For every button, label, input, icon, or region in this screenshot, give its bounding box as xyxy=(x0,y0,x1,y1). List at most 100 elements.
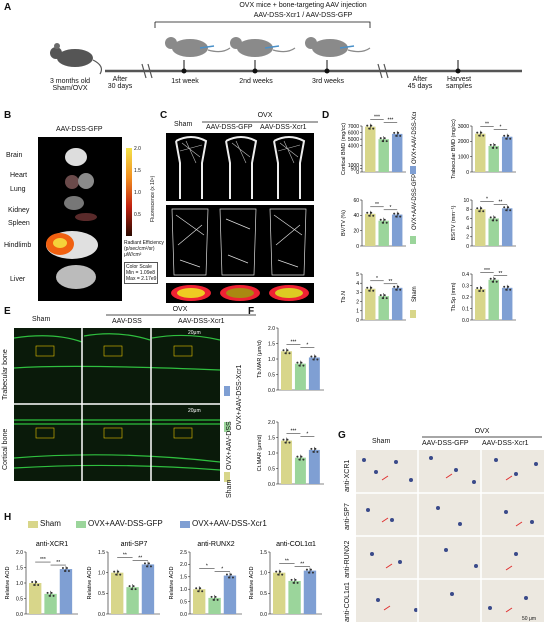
panel-d-legend: Sham OVX+AAV-DSS-GFP OVX+AAV-DSS-Xcr1 xyxy=(410,112,418,318)
sig-label: * xyxy=(206,564,208,570)
data-point xyxy=(366,211,369,214)
data-point xyxy=(65,567,68,570)
y-tick-label: 0.5 xyxy=(180,599,187,605)
data-point xyxy=(67,570,70,573)
data-point xyxy=(366,124,369,127)
data-point xyxy=(383,137,386,140)
data-point xyxy=(372,214,375,217)
y-axis-label: BV/TV (%) xyxy=(341,210,347,236)
panel-g-col-gfp: AAV-DSS-GFP xyxy=(422,440,469,447)
data-point xyxy=(132,585,135,588)
data-point xyxy=(491,146,494,149)
panel-c-col-xcr1: AAV-DSS-Xcr1 xyxy=(260,124,307,131)
data-point xyxy=(507,134,510,137)
bar xyxy=(391,287,403,320)
bar xyxy=(193,589,206,614)
data-point xyxy=(309,568,312,571)
panel-e-col-sham: Sham xyxy=(32,316,51,323)
sig-label: ** xyxy=(56,560,60,566)
data-point xyxy=(482,134,485,137)
y-tick-label: 1.0 xyxy=(268,357,275,363)
y-tick-label: 4 xyxy=(356,281,359,287)
data-point xyxy=(379,218,382,221)
sig-label: *** xyxy=(484,268,490,274)
panel-e-col-xcr1: AAV-DSS-Xcr1 xyxy=(178,318,225,325)
data-point xyxy=(134,588,137,591)
data-point xyxy=(294,578,297,581)
data-point xyxy=(298,364,301,367)
e-legend-dss: OVX+AAV-DSS xyxy=(226,421,233,470)
y-tick-label: 5000 xyxy=(348,137,359,143)
panel-e-legend xyxy=(224,386,230,482)
data-point xyxy=(399,215,402,218)
h-legend-sham: Sham xyxy=(40,519,61,528)
y-tick-label: 7000 xyxy=(348,124,359,130)
data-point xyxy=(381,297,384,300)
legend-swatch xyxy=(410,166,416,174)
y-tick-label: 0.0 xyxy=(98,612,105,618)
bar xyxy=(475,288,486,320)
data-point xyxy=(279,570,282,573)
data-point xyxy=(489,277,492,280)
data-point xyxy=(397,212,400,215)
bar xyxy=(308,449,320,484)
y-tick-label: 0.5 xyxy=(268,466,275,472)
data-point xyxy=(147,562,150,565)
bar xyxy=(111,572,124,614)
y-tick-label: 5 xyxy=(356,272,359,278)
data-point xyxy=(316,358,319,361)
mini-bar-chart: 2.01.51.00.50.0*** **Relative AODanti-XCR… xyxy=(5,541,78,618)
data-point xyxy=(491,280,494,283)
data-point xyxy=(493,143,496,146)
data-point xyxy=(379,137,382,140)
data-point xyxy=(395,134,398,137)
y-tick-label: 0 xyxy=(356,244,359,250)
panel-h-legend xyxy=(28,521,190,528)
data-point xyxy=(372,289,375,292)
data-point xyxy=(302,364,305,367)
y-tick-label: 1.5 xyxy=(268,341,275,347)
organ-lung: Lung xyxy=(10,186,26,193)
data-point xyxy=(302,458,305,461)
harvest-samples: Harvest samples xyxy=(445,76,473,90)
data-point xyxy=(489,216,492,219)
data-point xyxy=(310,355,313,358)
panel-f-label: F xyxy=(248,306,255,317)
y-axis-label: Ct.MAR (μm/d) xyxy=(257,434,263,471)
sig-label: * xyxy=(499,125,501,131)
data-point xyxy=(46,591,49,594)
data-point xyxy=(314,355,317,358)
panel-g-col-xcr1: AAV-DSS-Xcr1 xyxy=(482,440,529,447)
y-tick-label: 1.5 xyxy=(98,550,105,556)
y-tick-label: 40 xyxy=(353,213,359,219)
scale-bar-label: 20μm xyxy=(188,408,201,414)
data-point xyxy=(503,285,506,288)
organ-kidney: Kidney xyxy=(8,207,30,214)
panel-e-col-dss: AAV-DSS xyxy=(112,318,142,325)
y-tick-label: 0 xyxy=(466,244,469,250)
y-tick-label: 3 xyxy=(356,290,359,296)
row-label-trabecular: Trabecular bone xyxy=(2,349,9,400)
y-axis-label: Tb.N xyxy=(341,291,347,303)
data-point xyxy=(227,576,230,579)
y-axis-label: Relative AOD xyxy=(249,566,255,599)
bar xyxy=(126,587,139,614)
y-tick-label: 0 xyxy=(356,170,359,176)
data-point xyxy=(505,209,508,212)
y-axis-label: Trabecular BMD (mg/cc) xyxy=(451,119,457,179)
data-point xyxy=(216,598,219,601)
y-axis-label: Cortical BMD (mg/cc) xyxy=(341,123,347,175)
data-point xyxy=(368,289,371,292)
panel-e-ovx: OVX xyxy=(172,306,188,313)
data-point xyxy=(385,221,388,224)
y-tick-label: 2.0 xyxy=(268,326,275,332)
microct-trabecular-row xyxy=(166,205,314,277)
week-1-label: 1st week xyxy=(171,78,199,85)
data-point xyxy=(503,134,506,137)
data-point xyxy=(275,570,278,573)
y-tick-label: 6000 xyxy=(348,130,359,136)
data-point xyxy=(130,588,133,591)
g-row-xcr1: anti-XCR1 xyxy=(344,459,351,492)
